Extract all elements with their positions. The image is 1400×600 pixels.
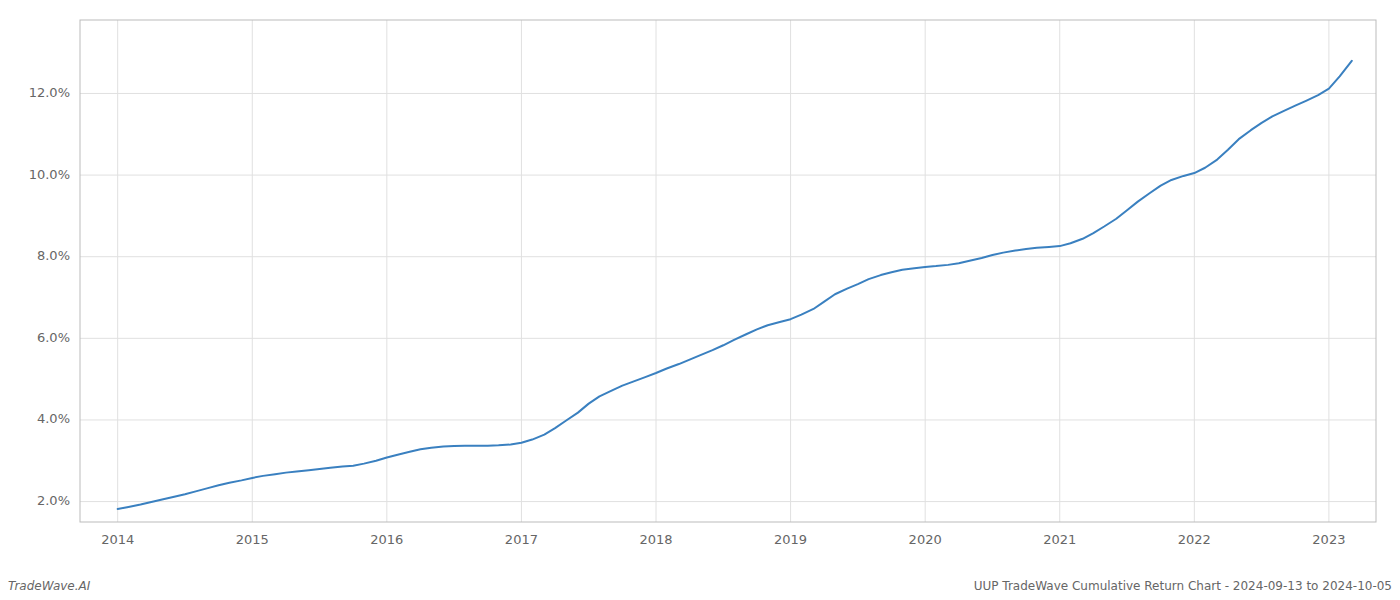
x-grid-line (790, 20, 791, 522)
footer-left: TradeWave.AI (8, 579, 91, 593)
chart: 2.0% 4.0% 6.0% 8.0% 10.0% 12.0% 2014 2015 2016 20… (0, 0, 1400, 600)
x-tick-label: 2023 (1312, 532, 1345, 547)
x-tick-label: 2019 (774, 532, 807, 547)
y-tick-label: 10.0% (29, 167, 70, 182)
y-grid-line (80, 93, 1376, 94)
grid (80, 20, 1376, 522)
x-tick-label: 2020 (909, 532, 942, 547)
y-grid-line (80, 256, 1376, 257)
x-grid-line (521, 20, 522, 522)
x-grid-line (117, 20, 118, 522)
x-tick-label: 2015 (236, 532, 269, 547)
x-grid-line (656, 20, 657, 522)
y-tick-label: 8.0% (37, 248, 70, 263)
x-tick-label: 2018 (639, 532, 672, 547)
y-tick-label: 4.0% (37, 411, 70, 426)
y-grid-line (80, 175, 1376, 176)
plot-frame (80, 20, 1376, 522)
x-grid-line (386, 20, 387, 522)
y-tick-label: 12.0% (29, 85, 70, 100)
x-tick-label: 2014 (101, 532, 134, 547)
x-grid-line (1328, 20, 1329, 522)
y-tick-label: 6.0% (37, 330, 70, 345)
y-grid-line (80, 501, 1376, 502)
x-tick-label: 2016 (370, 532, 403, 547)
axes: 2.0% 4.0% 6.0% 8.0% 10.0% 12.0% 2014 2015 2016 20… (29, 20, 1376, 547)
x-tick-label: 2017 (505, 532, 538, 547)
y-tick-label: 2.0% (37, 493, 70, 508)
y-grid-line (80, 338, 1376, 339)
x-grid-line (252, 20, 253, 522)
x-grid-line (925, 20, 926, 522)
x-tick-label: 2022 (1178, 532, 1211, 547)
line (118, 61, 1352, 509)
series (118, 61, 1352, 509)
x-grid-line (1194, 20, 1195, 522)
y-grid-line (80, 419, 1376, 420)
x-grid-line (1059, 20, 1060, 522)
footer-right: UUP TradeWave Cumulative Return Chart - … (974, 579, 1392, 593)
x-tick-label: 2021 (1043, 532, 1076, 547)
